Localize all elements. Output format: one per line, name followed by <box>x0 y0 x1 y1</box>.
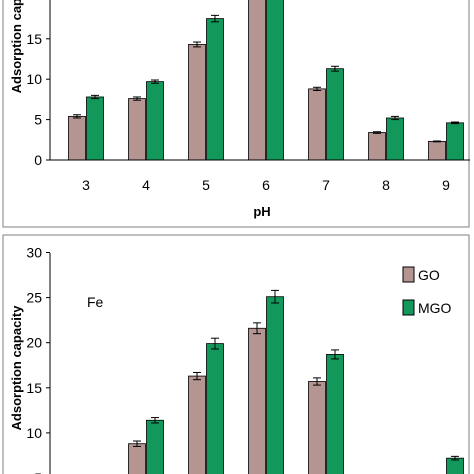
panel-top-bars <box>68 0 464 161</box>
bar-go-ph3-panel1 <box>68 115 86 161</box>
errorbar-go-ph5-panel1 <box>193 41 201 48</box>
panel-bottom-frame <box>2 234 470 474</box>
y-tick-label-10-panel2: 10 <box>26 425 42 441</box>
bar-go-ph5-panel2 <box>188 375 206 474</box>
bar-mgo-ph3-panel1 <box>86 96 104 161</box>
errorbar-go-ph9-panel1 <box>433 140 441 143</box>
legend-label-go: GO <box>418 267 440 283</box>
bar-go-ph8-panel1 <box>368 132 386 161</box>
x-tick-label-8-panel1: 8 <box>382 177 390 193</box>
errorbar-mgo-ph9-panel1 <box>451 121 459 125</box>
y-tick-label-0-panel1: 0 <box>34 152 42 168</box>
errorbar-mgo-ph7-panel1 <box>331 65 339 72</box>
bar-go-ph6-panel2 <box>248 327 266 474</box>
bar-mgo-ph9-panel1 <box>446 122 464 161</box>
panel-top-frame <box>2 0 470 228</box>
x-tick-label-3-panel1: 3 <box>82 177 90 193</box>
x-tick-label-5-panel1: 5 <box>202 177 210 193</box>
errorbar-mgo-ph4-panel1 <box>151 79 159 84</box>
errorbar-go-ph7-panel2 <box>313 377 321 386</box>
errorbar-go-ph5-panel2 <box>193 371 201 381</box>
errorbar-mgo-ph6-panel2 <box>271 289 279 304</box>
bar-go-ph9-panel1 <box>428 141 446 161</box>
y-tick-label-15-panel2: 15 <box>26 380 42 396</box>
errorbar-go-ph3-panel1 <box>73 114 81 119</box>
bar-go-ph5-panel1 <box>188 44 206 161</box>
y-tick-label-25-panel2: 25 <box>26 290 42 306</box>
bar-mgo-ph5-panel1 <box>206 18 224 161</box>
errorbar-mgo-ph4-panel2 <box>151 417 159 424</box>
bar-mgo-ph7-panel2 <box>326 354 344 474</box>
y-tick-label-5-panel2: 5 <box>34 470 42 474</box>
errorbar-go-ph8-panel1 <box>373 131 381 134</box>
x-tick-label-4-panel1: 4 <box>142 177 150 193</box>
panel-top-y-axis-title: Adsorption cap <box>9 0 24 93</box>
panel-bottom-errorbars <box>133 289 459 461</box>
x-tick-label-7-panel1: 7 <box>322 177 330 193</box>
bar-go-ph6-panel1 <box>248 0 266 161</box>
panel-bottom-bars <box>128 296 464 474</box>
bar-mgo-ph9-panel2 <box>446 457 464 474</box>
legend-swatch-mgo <box>402 299 415 316</box>
panel-bottom-annotation: Fe <box>87 294 104 310</box>
panel-top-x-ticks: 3 4 5 6 7 8 9 <box>82 177 450 193</box>
y-tick-label-5-panel1: 5 <box>34 112 42 128</box>
y-tick-label-10-panel1: 10 <box>26 71 42 87</box>
panel-bottom-y-axis-title: Adsorption capacity <box>9 305 24 431</box>
errorbar-go-ph4-panel1 <box>133 96 141 101</box>
errorbar-go-ph7-panel1 <box>313 86 321 92</box>
panel-bottom: 5 10 15 20 25 30 Adsorption capacity Fe GO MG… <box>2 234 470 474</box>
y-tick-label-20-panel2: 20 <box>26 335 42 351</box>
legend-label-mgo: MGO <box>418 300 452 316</box>
errorbar-mgo-ph3-panel1 <box>91 94 99 100</box>
errorbar-go-ph4-panel2 <box>133 440 141 447</box>
errorbar-mgo-ph8-panel1 <box>391 115 399 121</box>
panel-top-y-ticks: 0 5 10 15 <box>26 31 50 168</box>
bar-mgo-ph6-panel2 <box>266 296 284 474</box>
bar-go-ph7-panel1 <box>308 88 326 161</box>
bar-mgo-ph5-panel2 <box>206 343 224 474</box>
bar-go-ph7-panel2 <box>308 381 326 474</box>
y-tick-label-15-panel1: 15 <box>26 31 42 47</box>
y-tick-label-30-panel2: 30 <box>26 245 42 261</box>
x-tick-label-6-panel1: 6 <box>262 177 270 193</box>
x-tick-label-9-panel1: 9 <box>442 177 450 193</box>
legend-swatch-go <box>402 266 415 283</box>
bar-mgo-ph8-panel1 <box>386 117 404 161</box>
bar-go-ph4-panel1 <box>128 98 146 161</box>
errorbar-mgo-ph5-panel2 <box>211 337 219 350</box>
bar-mgo-ph4-panel1 <box>146 81 164 161</box>
errorbar-go-ph6-panel2 <box>253 322 261 335</box>
bar-mgo-ph6-panel1 <box>266 0 284 161</box>
panel-top-errorbars <box>73 14 459 143</box>
bar-go-ph4-panel2 <box>128 443 146 474</box>
errorbar-mgo-ph5-panel1 <box>211 14 219 23</box>
errorbar-mgo-ph7-panel2 <box>331 349 339 360</box>
bar-mgo-ph4-panel2 <box>146 419 164 474</box>
errorbar-mgo-ph9-panel2 <box>451 455 459 461</box>
legend: GO MGO <box>402 266 452 316</box>
panel-top-x-axis-title: pH <box>253 204 270 219</box>
panel-top: 0 5 10 15 3 4 5 6 7 8 9 pH Adsorption cap <box>2 0 470 228</box>
bar-mgo-ph7-panel1 <box>326 68 344 161</box>
panel-bottom-y-ticks: 5 10 15 20 25 30 <box>26 245 50 474</box>
